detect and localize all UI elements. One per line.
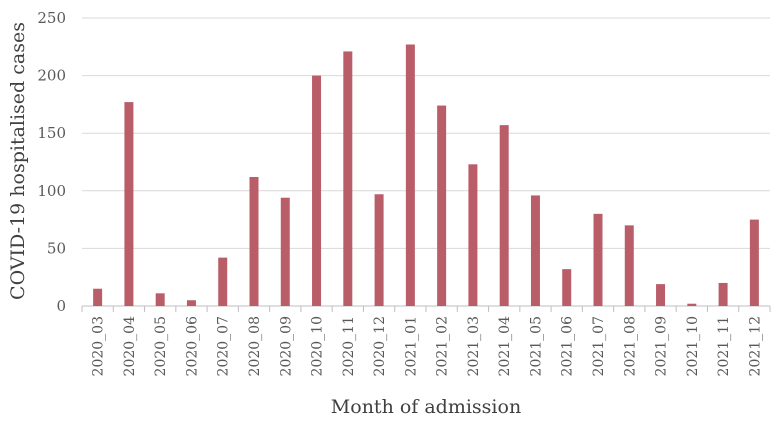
y-tick-label: 250 — [37, 9, 66, 27]
bar-2021_02 — [437, 105, 447, 306]
x-tick-label: 2021_07 — [591, 316, 607, 376]
bar-2021_05 — [530, 195, 540, 306]
bar-2020_07 — [218, 257, 228, 306]
x-tick-label: 2020_03 — [91, 316, 107, 376]
x-tick-label: 2020_07 — [216, 316, 232, 376]
y-tick-label: 100 — [37, 182, 66, 200]
x-tick-label: 2021_10 — [685, 316, 701, 376]
y-tick-label: 200 — [37, 67, 66, 85]
y-tick-label: 150 — [37, 124, 66, 142]
x-tick-label: 2021_11 — [716, 316, 732, 376]
bar-2021_11 — [718, 282, 728, 306]
x-tick-label: 2020_04 — [122, 316, 138, 377]
bar-2020_04 — [124, 102, 134, 306]
bar-2020_09 — [280, 197, 290, 306]
bar-2021_12 — [749, 219, 759, 306]
bar-2020_05 — [155, 293, 165, 306]
gridlines — [82, 17, 770, 307]
x-tick-label: 2021_06 — [560, 316, 576, 377]
bar-2021_09 — [656, 284, 666, 306]
x-tick-label: 2020_10 — [310, 316, 326, 376]
bars — [93, 44, 759, 306]
bar-2020_11 — [343, 51, 353, 306]
bar-2021_06 — [562, 269, 572, 306]
bar-2021_01 — [405, 44, 415, 306]
x-tick-label: 2020_05 — [153, 316, 169, 376]
x-tick-label: 2020_09 — [278, 316, 294, 376]
x-tick-label: 2021_12 — [747, 316, 763, 376]
bar-2020_08 — [249, 176, 259, 306]
x-axis-ticks: 2020_03 2020_04 2020_05 2020_06 2020_07 2020_… — [81, 306, 771, 377]
bar-2021_07 — [593, 213, 603, 306]
y-tick-label: 50 — [47, 239, 66, 257]
bar-2021_03 — [468, 164, 478, 306]
bar-2021_04 — [499, 125, 509, 306]
y-axis-title: COVID-19 hospitalised cases — [7, 22, 29, 300]
x-tick-label: 2020_12 — [372, 316, 388, 376]
x-tick-label: 2021_05 — [528, 316, 544, 376]
x-tick-label: 2021_03 — [466, 316, 482, 376]
bar-2021_10 — [687, 303, 697, 306]
x-tick-label: 2021_09 — [654, 316, 670, 376]
x-tick-label: 2021_01 — [403, 316, 419, 376]
bar-2020_03 — [93, 288, 103, 306]
bar-2020_06 — [186, 300, 196, 306]
x-tick-label: 2020_11 — [341, 316, 357, 376]
y-tick-label: 0 — [56, 297, 66, 315]
x-tick-label: 2021_04 — [497, 316, 513, 377]
x-tick-label: 2021_08 — [622, 316, 638, 376]
x-tick-label: 2021_02 — [435, 316, 451, 376]
x-tick-label: 2020_08 — [247, 316, 263, 376]
bar-2021_08 — [624, 225, 634, 306]
bar-2020_12 — [374, 194, 384, 306]
y-axis-ticks: 0 50 100 150 200 250 — [37, 9, 66, 315]
x-axis-title: Month of admission — [331, 396, 521, 418]
bar-2020_10 — [312, 75, 322, 306]
x-tick-label: 2020_06 — [184, 316, 200, 377]
